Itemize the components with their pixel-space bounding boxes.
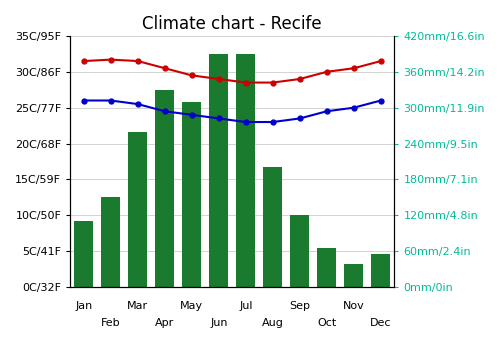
Bar [290, 215, 310, 287]
Text: Apr: Apr [155, 318, 174, 329]
Bar [264, 167, 282, 287]
Bar [182, 102, 202, 287]
Text: Aug: Aug [262, 318, 284, 329]
Text: Oct: Oct [317, 318, 336, 329]
Bar [156, 90, 174, 287]
Bar [128, 132, 147, 287]
Text: Sep: Sep [290, 301, 310, 311]
Text: Feb: Feb [101, 318, 120, 329]
Text: May: May [180, 301, 204, 311]
Bar [344, 264, 364, 287]
Bar [372, 254, 390, 287]
Bar [74, 221, 93, 287]
Text: Jul: Jul [239, 301, 252, 311]
Bar [102, 197, 120, 287]
Text: Nov: Nov [343, 301, 364, 311]
Text: Mar: Mar [127, 301, 148, 311]
Bar [210, 54, 229, 287]
Text: Jan: Jan [75, 301, 92, 311]
Text: Jun: Jun [210, 318, 228, 329]
Title: Climate chart - Recife: Climate chart - Recife [142, 15, 322, 33]
Bar [318, 248, 336, 287]
Text: Dec: Dec [370, 318, 392, 329]
Bar [236, 54, 256, 287]
